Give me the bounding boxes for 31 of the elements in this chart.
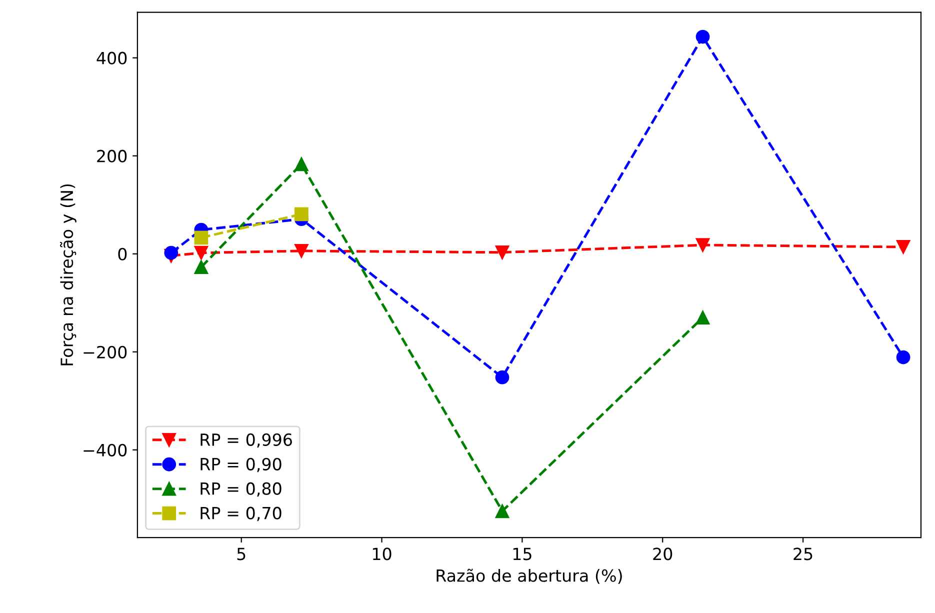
point (194, 230, 208, 245)
point (696, 30, 710, 44)
point (294, 244, 308, 258)
point (294, 207, 308, 222)
legend-label: RP = 0,90 (200, 458, 282, 472)
x-tick-label: 25 (794, 548, 812, 560)
y-axis-title: Força na direção y (N) (60, 184, 76, 366)
point (495, 370, 510, 384)
point (896, 240, 910, 254)
y-tick-label: −400 (84, 444, 127, 456)
point (696, 238, 710, 252)
x-axis-title: Razão de abertura (%) (436, 568, 622, 584)
point (294, 157, 308, 172)
y-tick-label: −200 (84, 346, 127, 358)
y-tick-label: 400 (96, 52, 127, 64)
x-tick-label: 20 (653, 548, 672, 560)
point (194, 260, 208, 274)
point (194, 246, 208, 260)
x-tick-label: 5 (237, 548, 246, 560)
point (495, 245, 510, 260)
x-tick-label: 10 (373, 548, 392, 560)
legend-label: RP = 0,80 (200, 482, 282, 497)
point (164, 246, 178, 260)
y-tick-label: 200 (97, 150, 127, 162)
legend-label: RP = 0,70 (200, 506, 282, 522)
point (896, 350, 910, 364)
y-tick-label: 0 (118, 248, 127, 260)
point (495, 504, 510, 518)
x-tick-label: 15 (513, 548, 532, 560)
legend-label: RP = 0,996 (200, 433, 292, 448)
point (696, 310, 710, 325)
